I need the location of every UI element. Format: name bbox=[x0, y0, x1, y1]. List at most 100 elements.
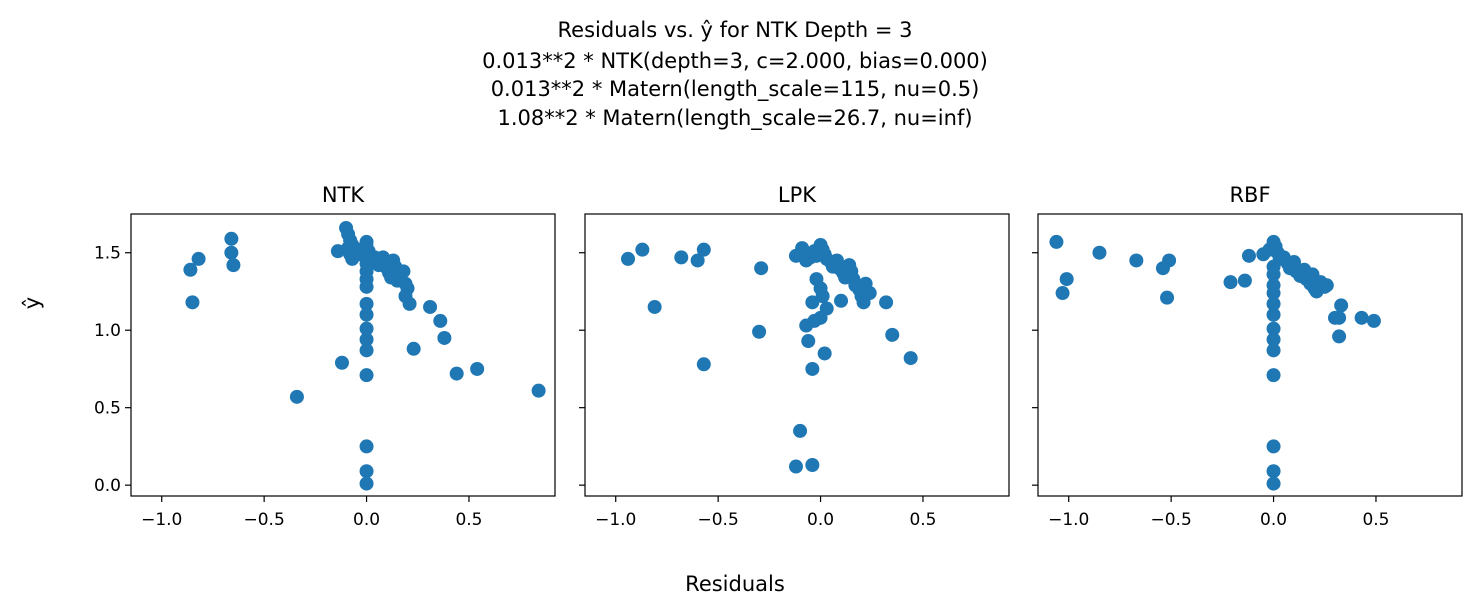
data-point bbox=[359, 307, 374, 322]
data-point bbox=[1266, 267, 1281, 282]
data-point bbox=[696, 242, 711, 257]
x-tick-label: −0.5 bbox=[697, 510, 738, 530]
panel-rbf: RBF −1.0 −0.5 0.0 0.5 bbox=[1032, 183, 1463, 530]
data-point bbox=[359, 321, 374, 336]
data-point bbox=[359, 332, 374, 347]
data-point bbox=[690, 253, 705, 268]
data-point bbox=[1237, 273, 1252, 288]
data-point bbox=[185, 295, 200, 310]
data-point bbox=[359, 439, 374, 454]
data-point bbox=[359, 296, 374, 311]
panel-lpk: LPK −1.0 −0.5 0.0 0.5 bbox=[579, 183, 1010, 530]
data-point bbox=[1354, 310, 1369, 325]
data-point bbox=[334, 355, 349, 370]
data-point bbox=[191, 251, 206, 266]
panel-title: RBF bbox=[1229, 183, 1270, 207]
data-point bbox=[1334, 298, 1349, 313]
x-tick-label: 0.5 bbox=[455, 510, 482, 530]
figure-title-line-2: 0.013**2 * NTK(depth=3, c=2.000, bias=0.… bbox=[482, 49, 988, 73]
data-point bbox=[226, 258, 241, 273]
data-point bbox=[1241, 248, 1256, 263]
data-point bbox=[1055, 286, 1070, 301]
figure-title-line-1: Residuals vs. ŷ for NTK Depth = 3 bbox=[558, 18, 913, 42]
data-point bbox=[531, 383, 546, 398]
data-point bbox=[470, 361, 485, 376]
data-point bbox=[621, 251, 636, 266]
data-point bbox=[433, 313, 448, 328]
data-point bbox=[674, 250, 689, 265]
x-tick-label: −1.0 bbox=[1048, 510, 1089, 530]
data-point bbox=[879, 295, 894, 310]
data-point bbox=[423, 299, 438, 314]
data-point bbox=[1266, 307, 1281, 322]
data-point bbox=[1162, 253, 1177, 268]
data-point bbox=[1266, 296, 1281, 311]
data-point bbox=[752, 324, 767, 339]
x-axis-label: Residuals bbox=[685, 572, 785, 596]
data-point bbox=[359, 368, 374, 383]
data-point bbox=[903, 351, 918, 366]
data-point bbox=[799, 318, 814, 333]
data-points bbox=[183, 220, 546, 491]
data-point bbox=[1266, 343, 1281, 358]
x-tick-label: 0.0 bbox=[353, 510, 380, 530]
data-point bbox=[224, 231, 239, 246]
data-point bbox=[1266, 476, 1281, 491]
data-point bbox=[788, 459, 803, 474]
data-point bbox=[817, 346, 832, 361]
data-point bbox=[1266, 464, 1281, 479]
data-point bbox=[359, 279, 374, 294]
panel-ntk: NTK −1.0 −0.5 0.0 0.5 0.0 0.5 1.0 1.5 bbox=[94, 183, 556, 530]
data-point bbox=[406, 341, 421, 356]
data-point bbox=[834, 293, 849, 308]
x-tick-label: 0.5 bbox=[1362, 510, 1389, 530]
panel-title: LPK bbox=[778, 183, 817, 207]
plot-frame bbox=[1037, 213, 1463, 497]
data-point bbox=[224, 245, 239, 260]
data-point bbox=[1266, 332, 1281, 347]
data-point bbox=[1266, 439, 1281, 454]
data-point bbox=[402, 296, 417, 311]
x-tick-label: 0.0 bbox=[807, 510, 834, 530]
data-point bbox=[795, 241, 810, 256]
data-point bbox=[359, 343, 374, 358]
x-tick-label: −1.0 bbox=[141, 510, 182, 530]
data-point bbox=[183, 262, 198, 277]
data-point bbox=[1049, 234, 1064, 249]
data-point bbox=[359, 476, 374, 491]
data-point bbox=[885, 327, 900, 342]
panels: NTK −1.0 −0.5 0.0 0.5 0.0 0.5 1.0 1.5 LPK −1.0 −0.5… bbox=[94, 183, 1463, 530]
plot-frame bbox=[584, 213, 1010, 497]
x-tick-label: 0.5 bbox=[909, 510, 936, 530]
data-points bbox=[621, 237, 918, 474]
data-point bbox=[805, 361, 820, 376]
data-point bbox=[1223, 275, 1238, 290]
data-point bbox=[793, 423, 808, 438]
data-point bbox=[1319, 278, 1334, 293]
data-point bbox=[437, 330, 452, 345]
y-tick-label: 1.0 bbox=[94, 321, 121, 341]
data-point bbox=[1266, 321, 1281, 336]
data-point bbox=[801, 334, 816, 349]
y-tick-label: 1.5 bbox=[94, 244, 121, 264]
panel-title: NTK bbox=[322, 183, 366, 207]
x-tick-label: −1.0 bbox=[595, 510, 636, 530]
data-point bbox=[1332, 329, 1347, 344]
plot-frame bbox=[130, 213, 556, 497]
data-point bbox=[1059, 272, 1074, 287]
y-tick-label: 0.5 bbox=[94, 399, 121, 419]
data-point bbox=[1266, 368, 1281, 383]
data-point bbox=[1266, 286, 1281, 301]
data-point bbox=[805, 295, 820, 310]
data-point bbox=[647, 299, 662, 314]
data-point bbox=[635, 242, 650, 257]
data-point bbox=[1160, 290, 1175, 305]
x-tick-label: 0.0 bbox=[1260, 510, 1287, 530]
figure-title-line-3: 0.013**2 * Matern(length_scale=115, nu=0… bbox=[491, 77, 980, 102]
data-points bbox=[1049, 234, 1381, 491]
y-axis-label: ŷ bbox=[20, 297, 44, 309]
data-point bbox=[449, 366, 464, 381]
data-point bbox=[1092, 245, 1107, 260]
data-point bbox=[696, 357, 711, 372]
